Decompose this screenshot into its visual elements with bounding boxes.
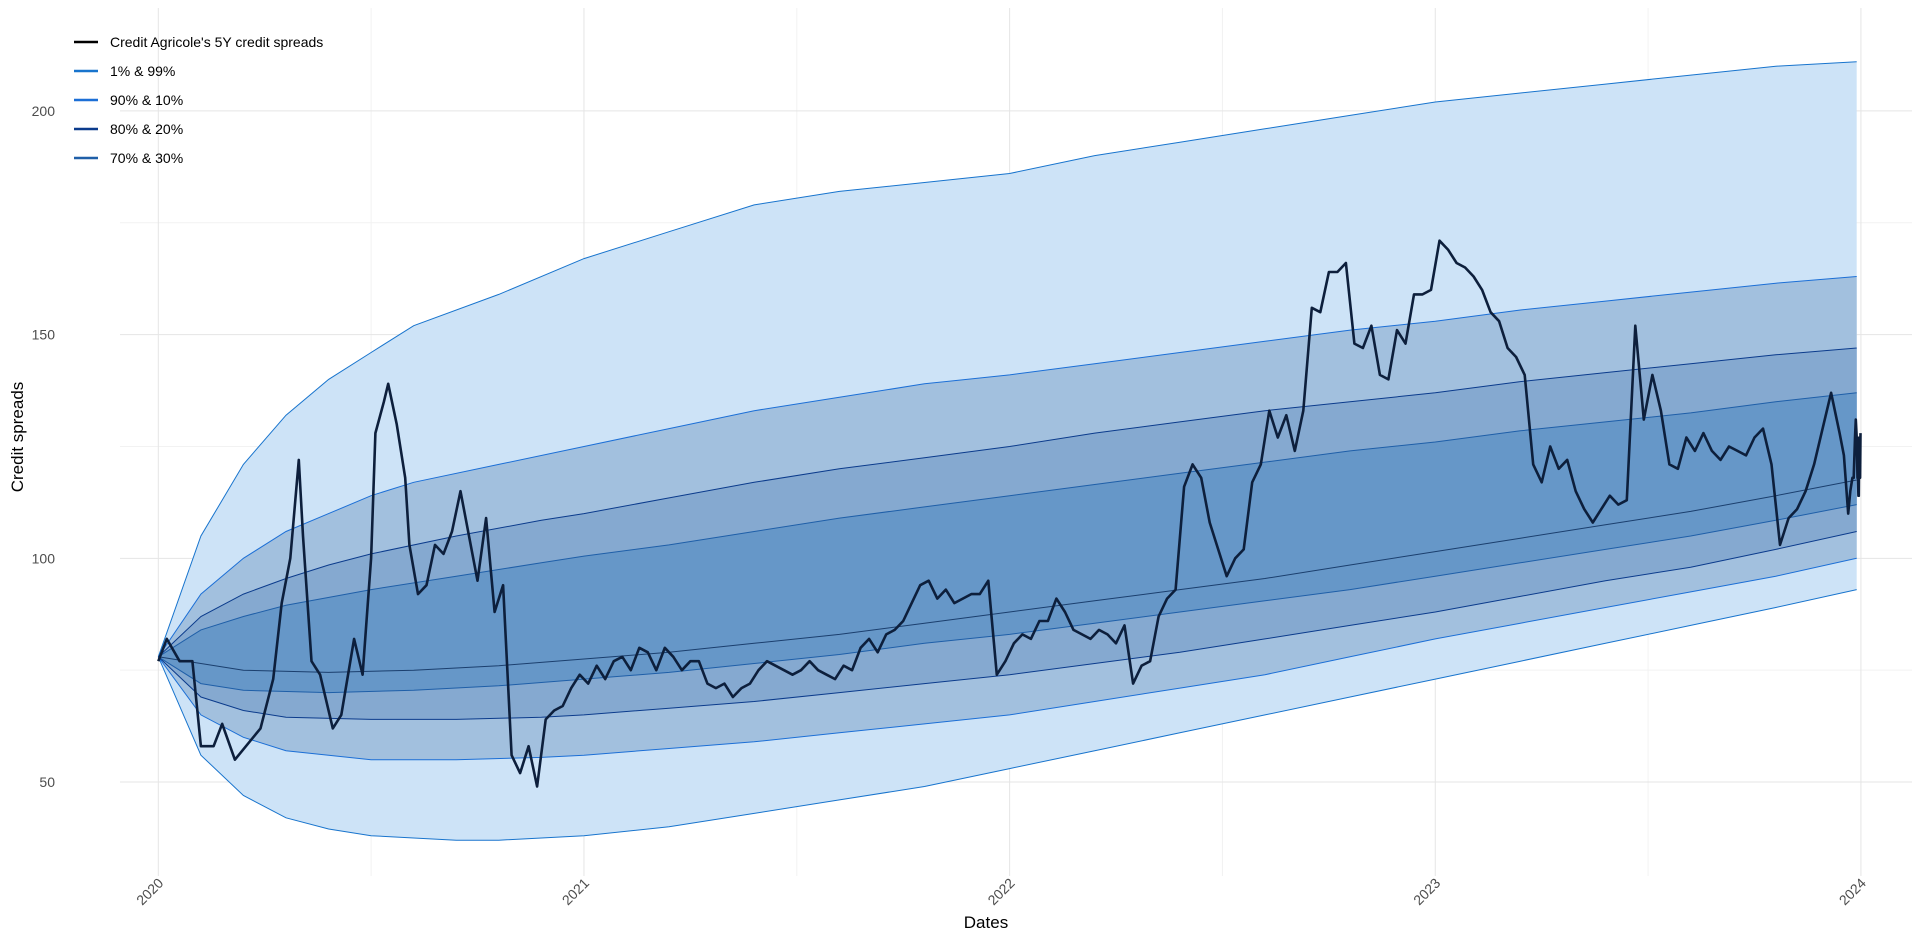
legend-label-5: 70% & 30% xyxy=(110,150,183,166)
x-axis-title: Dates xyxy=(964,913,1008,932)
y-tick-label: 50 xyxy=(39,774,55,790)
y-axis-ticks: 50 100 150 200 xyxy=(32,103,56,790)
band-lower-line-1 xyxy=(157,589,1857,841)
data-series xyxy=(157,239,1862,788)
legend-label-4: 80% & 20% xyxy=(110,121,183,137)
y-tick-label: 200 xyxy=(32,103,56,119)
band-upper-line-4 xyxy=(158,392,1857,658)
band-fill-4 xyxy=(158,392,1857,693)
band-lower-line-3 xyxy=(157,531,1857,720)
legend: Credit Agricole's 5Y credit spreads 1% & … xyxy=(74,34,323,166)
band-upper-line-1 xyxy=(157,61,1857,657)
band-lower-line-2 xyxy=(157,557,1857,761)
legend-label-2: 1% & 99% xyxy=(110,63,175,79)
band-lower-line-4 xyxy=(158,504,1857,694)
band-upper-line-3 xyxy=(157,347,1857,658)
y-tick-label: 150 xyxy=(32,327,56,343)
quantile-bands xyxy=(157,61,1857,841)
median-line xyxy=(158,479,1857,673)
band-upper-line-2 xyxy=(157,276,1857,658)
x-tick-label: 2023 xyxy=(1410,875,1443,908)
series-line-credit-spreads xyxy=(157,239,1862,788)
x-tick-label: 2021 xyxy=(559,875,592,908)
x-axis-ticks: 2020 2021 2022 2023 2024 xyxy=(133,875,1869,908)
y-axis-title: Credit spreads xyxy=(8,382,27,493)
y-tick-label: 100 xyxy=(32,550,56,566)
x-tick-label: 2024 xyxy=(1836,875,1869,908)
legend-label-1: Credit Agricole's 5Y credit spreads xyxy=(110,34,323,50)
x-tick-label: 2022 xyxy=(984,875,1017,908)
x-tick-label: 2020 xyxy=(133,875,166,908)
legend-label-3: 90% & 10% xyxy=(110,92,183,108)
